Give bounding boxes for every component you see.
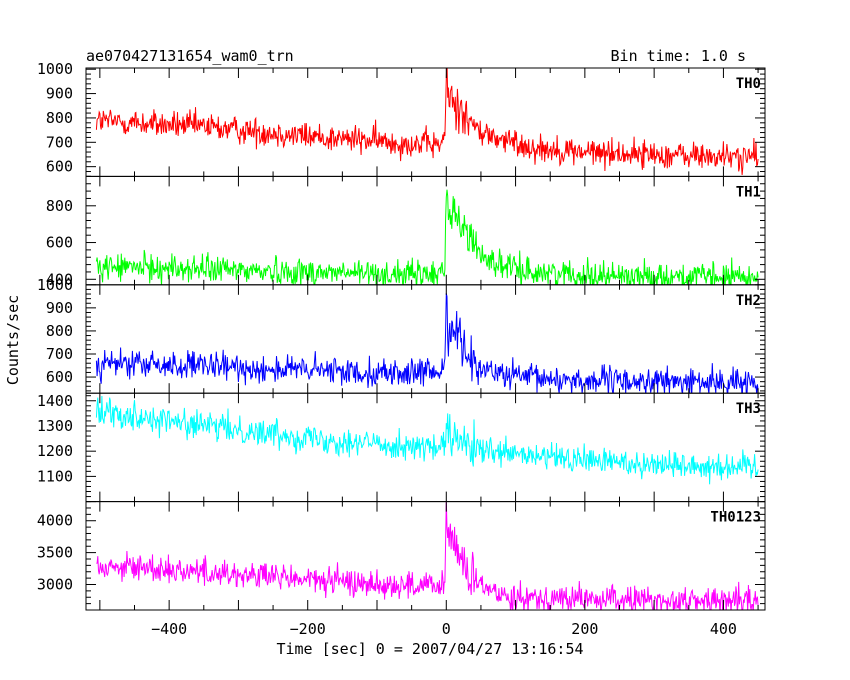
series-line-th1 xyxy=(95,189,759,285)
y-tick-label: 700 xyxy=(46,345,73,363)
y-tick-label: 1000 xyxy=(37,276,73,294)
panel-th1: 400 600 800 TH1 xyxy=(46,175,766,288)
series-line-th0 xyxy=(95,68,759,175)
x-tick-label: −400 xyxy=(151,620,187,638)
y-tick-label: 800 xyxy=(46,109,73,127)
y-tick-label: 800 xyxy=(46,197,73,215)
panels-group: 600 700 800 900 1000 TH0 400 600 800 TH1 600 700 800… xyxy=(37,60,766,611)
panel-label-th3: TH3 xyxy=(736,401,761,417)
y-tick-label: 3000 xyxy=(37,575,73,593)
panel-th2: 600 700 800 900 1000 TH2 xyxy=(37,276,766,394)
y-tick-label: 600 xyxy=(46,368,73,386)
panel-label-th0123: TH0123 xyxy=(710,510,761,526)
panel-th0: 600 700 800 900 1000 TH0 xyxy=(37,60,766,177)
panel-frame xyxy=(85,501,766,611)
y-tick-label: 1300 xyxy=(37,417,73,435)
y-axis-title: Counts/sec xyxy=(4,295,22,385)
y-tick-label: 1100 xyxy=(37,467,73,485)
y-tick-label: 600 xyxy=(46,158,73,176)
x-tick-label: 400 xyxy=(710,620,737,638)
panel-label-th0: TH0 xyxy=(736,76,761,92)
panel-label-th2: TH2 xyxy=(736,293,761,309)
panel-label-th1: TH1 xyxy=(736,184,761,200)
y-tick-label: 700 xyxy=(46,133,73,151)
y-tick-label: 600 xyxy=(46,234,73,252)
bin-time-label: Bin time: 1.0 s xyxy=(611,47,746,65)
panel-th0123: 3000 3500 4000 TH0123 xyxy=(37,501,766,611)
y-tick-label: 900 xyxy=(46,299,73,317)
series-line-th2 xyxy=(95,293,759,394)
y-tick-label: 4000 xyxy=(37,512,73,530)
figure-title: ae070427131654_wam0_trn xyxy=(86,47,294,65)
x-tick-label: 0 xyxy=(442,620,451,638)
y-tick-label: 900 xyxy=(46,85,73,103)
y-tick-label: 800 xyxy=(46,322,73,340)
x-tick-label: −200 xyxy=(290,620,326,638)
x-tick-label: 200 xyxy=(571,620,598,638)
x-axis-title: Time [sec] 0 = 2007/04/27 13:16:54 xyxy=(276,640,583,658)
panel-th3: 1100 1200 1300 1400 TH3 xyxy=(37,392,766,503)
series-line-th3 xyxy=(95,395,759,485)
y-tick-label: 1000 xyxy=(37,60,73,78)
y-tick-label: 1200 xyxy=(37,442,73,460)
series-line-th0123 xyxy=(96,501,759,611)
y-tick-label: 400 xyxy=(46,270,73,288)
x-axis: −400 −200 0 200 400 xyxy=(151,620,737,638)
y-tick-label: 1400 xyxy=(37,392,73,410)
y-tick-label: 3500 xyxy=(37,544,73,562)
